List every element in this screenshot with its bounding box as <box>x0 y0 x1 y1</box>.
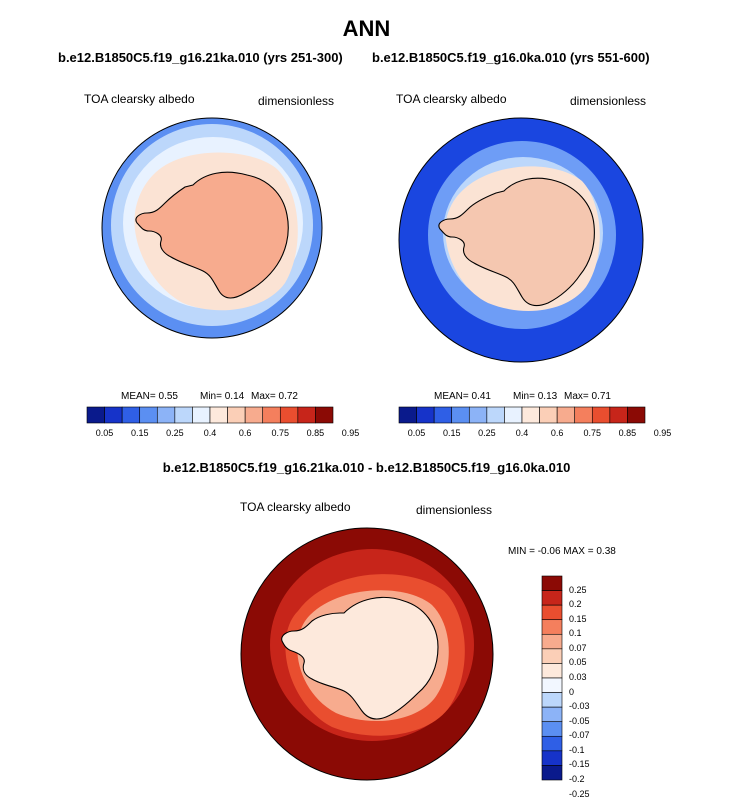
difference-title: b.e12.B1850C5.f19_g16.21ka.010 - b.e12.B… <box>162 460 571 475</box>
panel-2-mean: MEAN= 0.41 <box>434 391 491 402</box>
panel-1-colorbar-box <box>156 406 176 424</box>
difference-colorbar-tick-label: -0.25 <box>569 788 590 799</box>
panel-2-colorbar-box <box>609 406 628 424</box>
panel-1-colorbar-tick-label: 0.4 <box>203 428 217 438</box>
difference-colorbar-tick-label: -0.15 <box>569 759 590 770</box>
panel-2-colorbar-tick-label: 0.4 <box>515 428 529 438</box>
panel-1-colorbar-box <box>174 406 193 424</box>
panel-1-colorbar-box <box>121 406 141 424</box>
panel-2-colorbar-tick-label: 0.95 <box>653 428 672 438</box>
difference-antarctica <box>281 596 439 720</box>
difference-colorbar-tick-label: 0 <box>569 686 575 697</box>
difference-colorbar-box <box>541 604 563 621</box>
panel-1-colorbar <box>86 406 334 424</box>
figure-title: ANN <box>342 16 391 41</box>
panel-1-colorbar-tick-label: 0.15 <box>130 428 149 438</box>
panel-1-colorbar-tick-label: 0.6 <box>238 428 252 438</box>
panel-2-polar-map <box>398 117 644 363</box>
panel-2-colorbar-box <box>433 406 453 424</box>
difference-colorbar-box <box>541 619 563 635</box>
panel-2-colorbar-box <box>416 406 435 424</box>
panel-1-colorbar-box <box>244 406 264 424</box>
panel-1-units-label: dimensionless <box>258 94 335 108</box>
panel-1-colorbar-box <box>262 406 281 424</box>
panel-1-colorbar-box <box>86 406 105 424</box>
panel-2-colorbar-tick-label: 0.75 <box>583 428 602 438</box>
difference-units-label: dimensionless <box>416 503 493 517</box>
difference-colorbar-tick-label: 0.05 <box>569 657 587 668</box>
panel-1-colorbar-box <box>315 406 334 424</box>
panel-1-colorbar-tick-label: 0.85 <box>306 428 325 438</box>
difference-colorbar-box <box>541 648 563 664</box>
panel-2-colorbar-tick-label: 0.05 <box>407 428 426 438</box>
difference-polar-map <box>240 527 494 781</box>
difference-colorbar-box <box>541 663 563 679</box>
difference-colorbar-tick-label: 0.15 <box>569 613 587 624</box>
panel-1-case-title: b.e12.B1850C5.f19_g16.21ka.010 (yrs 251-… <box>58 50 343 65</box>
difference-colorbar-tick-label: -0.03 <box>569 701 590 712</box>
difference-colorbar-tick-label: 0.07 <box>569 642 587 653</box>
panel-2-colorbar-box <box>574 406 593 424</box>
panel-2-variable-label: TOA clearsky albedo <box>396 92 507 106</box>
panel-2-max: Max= 0.71 <box>564 391 611 402</box>
panel-1-antarctica <box>135 171 289 299</box>
panel-2-colorbar-box <box>521 406 540 424</box>
panel-2-colorbar-tick-label: 0.85 <box>618 428 637 438</box>
panel-2-colorbar-box <box>398 406 417 424</box>
panel-1-colorbar-box <box>192 406 211 424</box>
panel-2-min: Min= 0.13 <box>513 391 558 402</box>
difference-colorbar-box <box>541 765 563 781</box>
panel-2-colorbar-box <box>539 406 558 424</box>
difference-colorbar-tick-label: -0.1 <box>569 744 585 755</box>
panel-2-colorbar-box <box>591 406 611 424</box>
difference-colorbar-tick-label: 0.1 <box>569 628 582 639</box>
difference-colorbar-box <box>541 677 563 693</box>
panel-2-case-title: b.e12.B1850C5.f19_g16.0ka.010 (yrs 551-6… <box>372 50 650 65</box>
panel-1-colorbar-tick-label: 0.25 <box>166 428 184 438</box>
difference-colorbar-box <box>541 735 563 752</box>
panel-1-colorbar-tick-label: 0.05 <box>95 428 114 438</box>
difference-colorbar-box <box>541 590 563 606</box>
difference-colorbar <box>541 575 563 781</box>
panel-1-colorbar-box <box>209 406 228 424</box>
panel-1-colorbar-tick-label: 0.75 <box>271 428 290 438</box>
difference-colorbar-tick-label: -0.05 <box>569 715 590 726</box>
panel-1-colorbar-box <box>297 406 316 424</box>
panel-2-colorbar-box <box>627 406 646 424</box>
panel-2-colorbar-tick-label: 0.25 <box>478 428 496 438</box>
panel-2-colorbar-box <box>556 406 576 424</box>
difference-colorbar-tick-label: 0.03 <box>569 672 587 682</box>
difference-colorbar-box <box>541 575 563 591</box>
difference-colorbar-tick-label: 0.2 <box>569 599 582 610</box>
difference-variable-label: TOA clearsky albedo <box>240 500 351 514</box>
difference-colorbar-tick-label: -0.2 <box>569 774 585 784</box>
panel-2-colorbar-box <box>451 406 470 424</box>
difference-colorbar-box <box>541 633 563 650</box>
panel-1-max: Max= 0.72 <box>251 391 298 402</box>
panel-1-colorbar-box <box>104 406 123 424</box>
panel-1-colorbar-box <box>279 406 299 424</box>
difference-colorbar-box <box>541 706 563 723</box>
difference-min-max: MIN = -0.06 MAX = 0.38 <box>508 546 616 557</box>
panel-2-antarctica <box>438 177 595 307</box>
panel-1-colorbar-box <box>227 406 246 424</box>
panel-1-variable-label: TOA clearsky albedo <box>84 92 195 106</box>
panel-2-units-label: dimensionless <box>570 94 647 108</box>
panel-1-polar-map <box>101 117 323 339</box>
panel-1-mean: MEAN= 0.55 <box>121 391 178 402</box>
panel-2-colorbar-box <box>486 406 505 424</box>
difference-colorbar-box <box>541 750 563 766</box>
panel-1-colorbar-box <box>139 406 158 424</box>
difference-colorbar-tick-label: 0.25 <box>569 584 587 595</box>
panel-1-min: Min= 0.14 <box>200 391 245 402</box>
difference-colorbar-box <box>541 692 563 708</box>
difference-colorbar-box <box>541 721 563 737</box>
difference-colorbar-tick-label: -0.07 <box>569 730 590 741</box>
panel-2-colorbar-box <box>504 406 523 424</box>
panel-1-colorbar-tick-label: 0.95 <box>341 428 360 438</box>
panel-2-colorbar <box>398 406 646 424</box>
panel-2-colorbar-tick-label: 0.15 <box>442 428 461 438</box>
panel-2-colorbar-box <box>468 406 488 424</box>
panel-2-colorbar-tick-label: 0.6 <box>550 428 564 438</box>
